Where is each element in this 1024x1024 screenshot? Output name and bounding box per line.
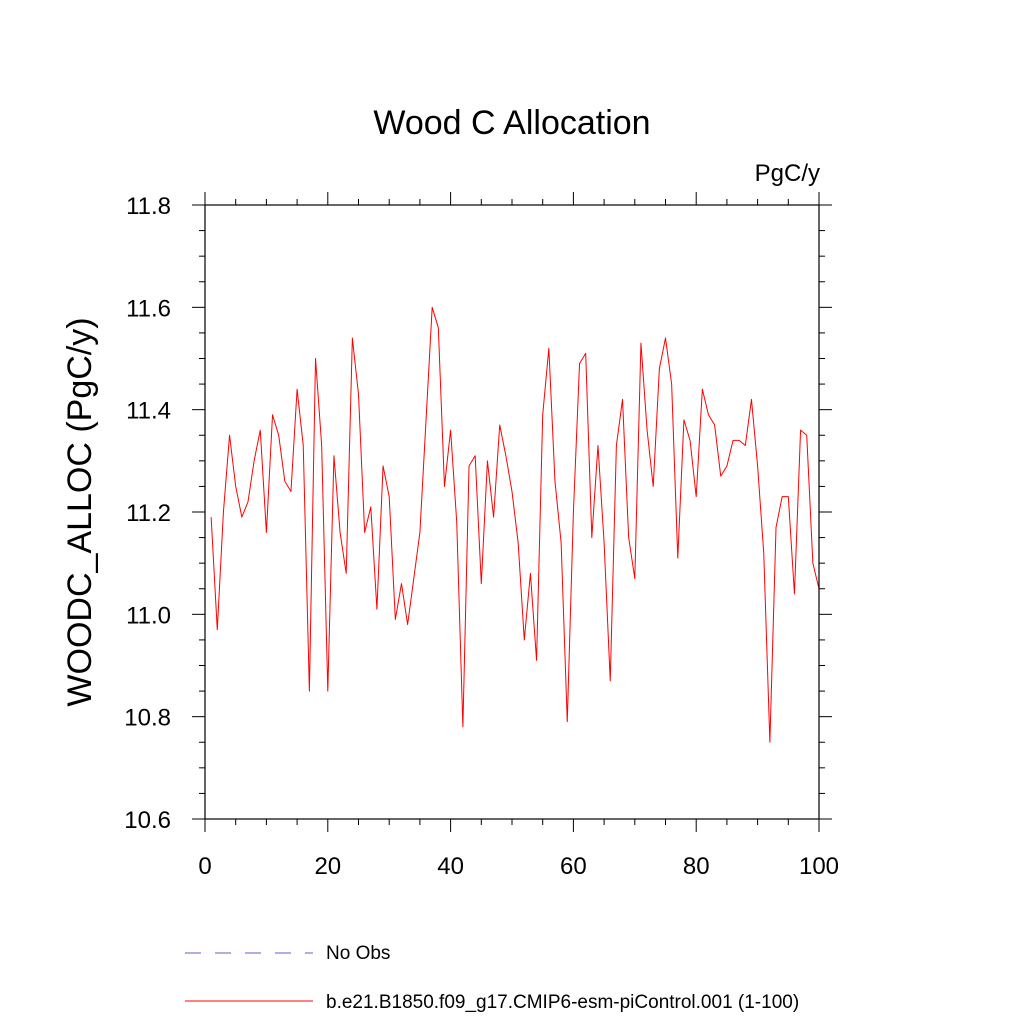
x-tick-label: 60 bbox=[560, 853, 587, 880]
x-tick-label: 20 bbox=[314, 853, 341, 880]
chart-title: Wood C Allocation bbox=[373, 104, 650, 142]
y-axis-label: WOODC_ALLOC (PgC/y) bbox=[61, 317, 99, 706]
series-layer bbox=[210, 306, 819, 743]
units-label: PgC/y bbox=[755, 160, 820, 187]
y-tick-label: 11.0 bbox=[126, 602, 171, 629]
x-tick-label: 40 bbox=[437, 853, 464, 880]
x-tick-label: 100 bbox=[799, 853, 839, 880]
legend: No Obs b.e21.B1850.f09_g17.CMIP6-esm-piC… bbox=[185, 943, 799, 1013]
y-tick-label: 10.8 bbox=[124, 705, 171, 732]
legend-label-no-obs: No Obs bbox=[326, 943, 390, 964]
y-tick-label: 10.6 bbox=[124, 807, 171, 834]
y-tick-label: 11.4 bbox=[126, 398, 171, 425]
x-tick-label: 0 bbox=[198, 853, 211, 880]
x-tick-label: 80 bbox=[683, 853, 710, 880]
axis-ticks bbox=[192, 192, 832, 832]
y-tick-label: 11.6 bbox=[126, 295, 171, 322]
y-tick-label: 11.2 bbox=[126, 500, 171, 527]
plot-frame bbox=[204, 204, 820, 820]
legend-label-model: b.e21.B1850.f09_g17.CMIP6-esm-piControl.… bbox=[326, 992, 799, 1013]
series-line bbox=[210, 306, 819, 743]
tick-labels: 0 20 40 60 80 100 10.6 10.8 11.0 11.2 11.4 11.6 11.8 bbox=[124, 193, 839, 880]
y-tick-label: 11.8 bbox=[126, 193, 171, 220]
